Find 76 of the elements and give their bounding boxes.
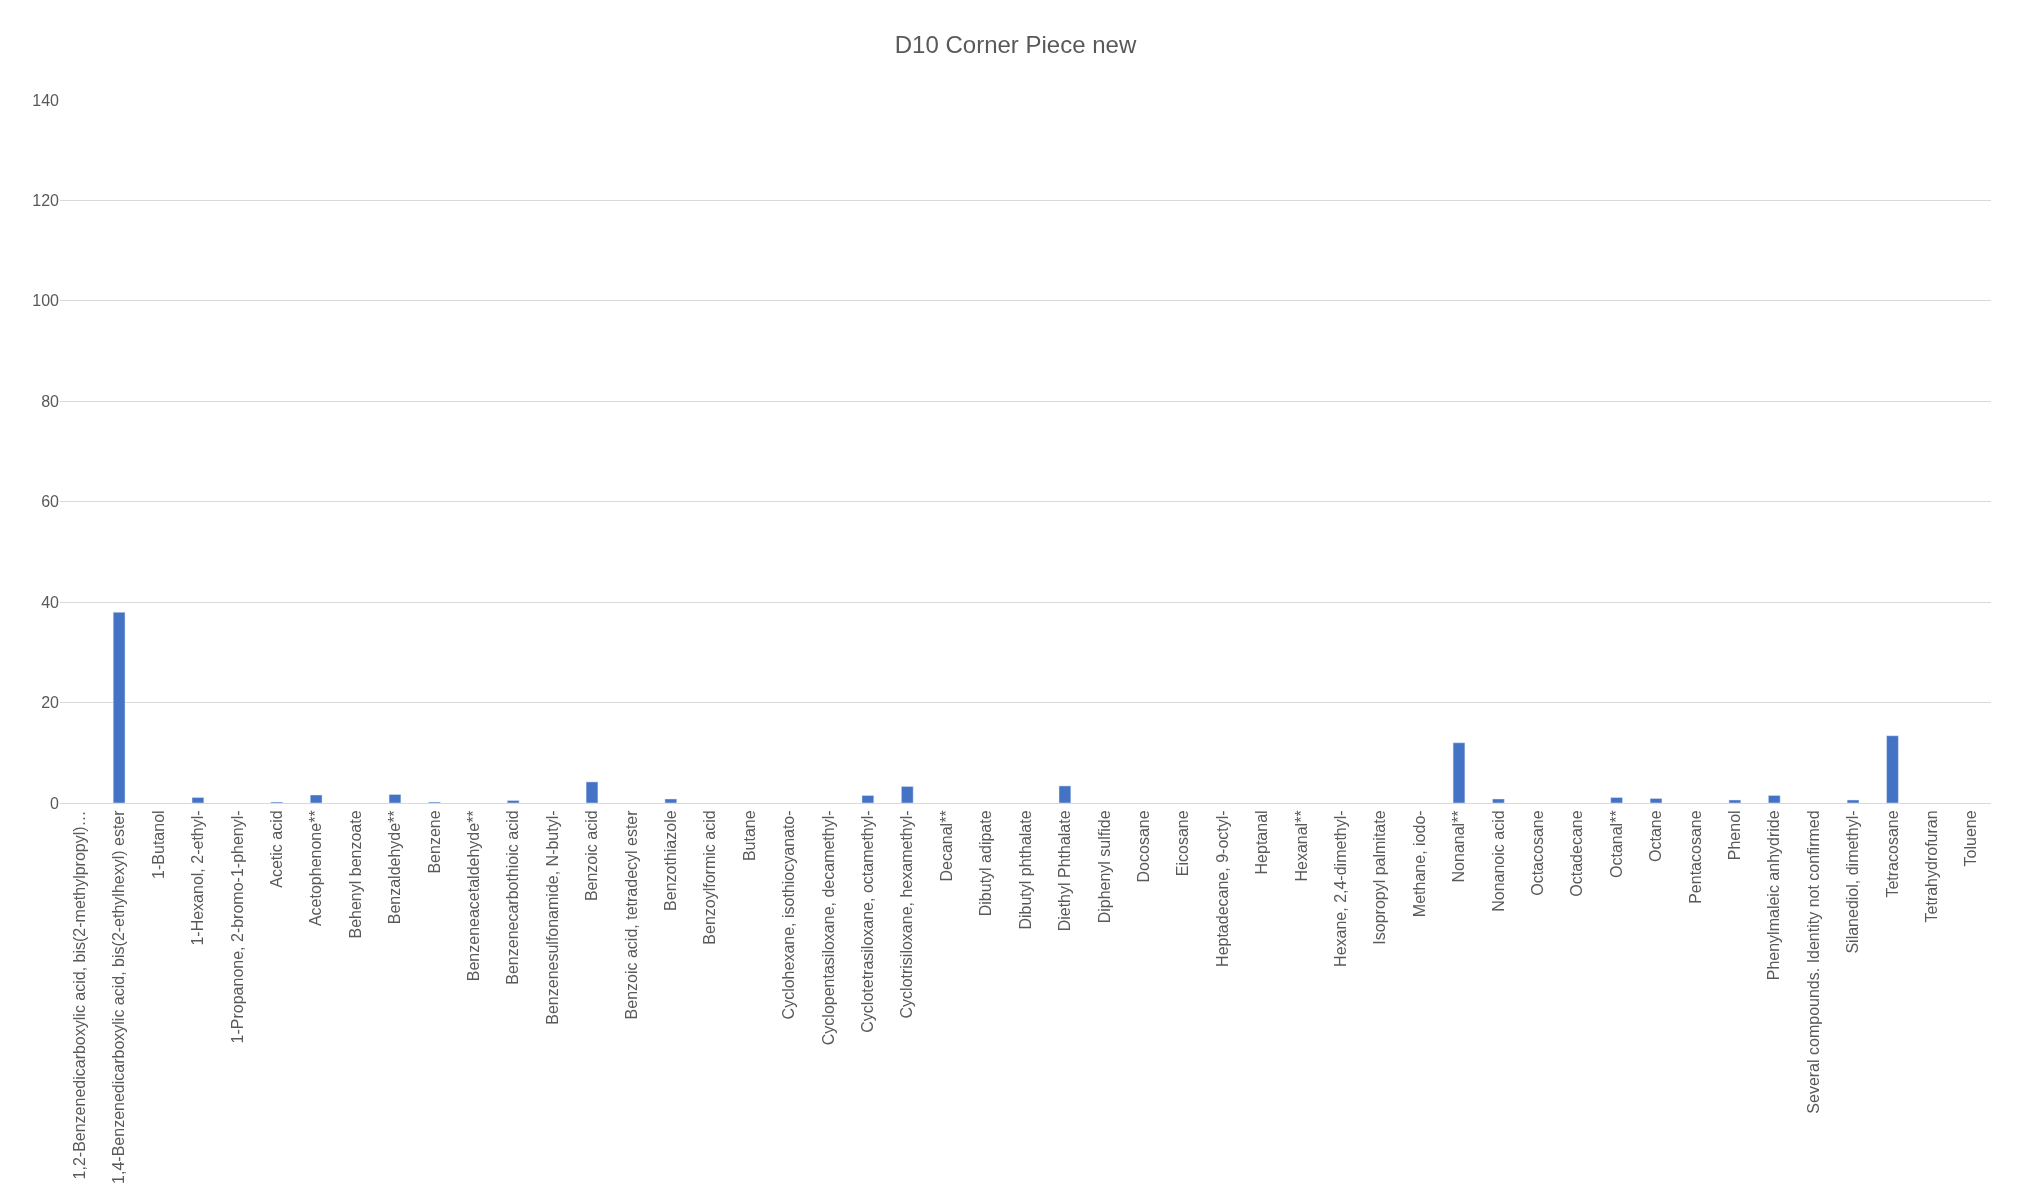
x-tick-label: Benzaldehyde** [386,810,404,925]
bar [1768,795,1781,803]
x-tick-label: 1-Hexanol, 2-ethyl- [189,810,207,946]
x-tick-label: Dibutyl adipate [977,810,995,917]
x-tick-label: Benzoylformic acid [701,810,719,945]
bar [1058,785,1072,803]
x-tick-label: Acetophenone** [307,810,325,927]
x-tick-label: 1,2-Benzenedicarboxylic acid, bis(2-methylpropyl)… [70,810,88,1180]
chart-title: D10 Corner Piece new [894,30,1137,58]
x-tick-label: Benzothiazole [662,810,680,911]
x-tick-label: Benzoic acid [583,810,601,902]
bar [901,786,914,803]
x-tick-label: Benzeneacetaldehyde** [464,810,482,982]
x-tick-label: Silanediol, dimethyl- [1844,810,1862,954]
bar [309,794,323,803]
bar [388,794,402,803]
x-tick-label: 1,4-Benzenedicarboxylic acid, bis(2-ethylhexyl) ester [110,809,128,1184]
x-tick-label: Docosane [1134,810,1152,883]
bar [1492,798,1505,803]
x-tick-label: Tetrahydrofuran [1923,810,1941,923]
x-tick-label: Behenyl benzoate [346,810,364,939]
y-tick-label: 40 [41,593,60,611]
x-tick-label: 1-Butanol [149,810,167,879]
x-tick-label: Diethyl Phthalate [1056,810,1074,932]
x-tick-label: Cyclopentasiloxane, decamethyl- [819,810,837,1046]
x-tick-label: Decanal** [937,810,955,882]
x-tick-label: Hexane, 2,4-dimethyl- [1331,810,1349,967]
x-tick-label: Acetic acid [267,810,285,888]
y-tick-label: 60 [41,493,60,511]
x-tick-label: Tetracosane [1883,810,1901,898]
x-tick-label: Octacosane [1529,810,1547,896]
x-tick-label: Diphenyl sulfide [1095,810,1113,924]
bar [664,798,677,803]
x-tick-label: Several compounds. Identity not confirmed [1804,810,1822,1114]
bar [861,795,875,803]
x-tick-label: Cyclohexane, isothiocyanato- [780,810,798,1020]
x-tick-label: Phenol [1726,810,1744,861]
y-tick-label: 0 [50,794,60,812]
bar [1452,742,1466,803]
bar [112,611,126,803]
bar [1649,798,1663,803]
x-tick-label: 1-Propanone, 2-bromo-1-phenyl- [228,810,246,1044]
x-tick-label: Benzenecarbothioic acid [504,810,522,985]
x-tick-label: Methane, iodo- [1410,810,1428,918]
bar [1886,735,1899,803]
x-tick-label: Cyclotrisiloxane, hexamethyl- [898,810,916,1019]
x-tick-label: Phenylmaleic anhydride [1765,810,1783,981]
x-tick-label: Nonanal** [1450,810,1468,883]
bar [1728,799,1742,803]
x-tick-label: Octanal** [1607,810,1625,878]
x-tick-label: Octane [1647,810,1665,862]
x-tick-label: Benzenesulfonamide, N-butyl- [543,810,561,1025]
y-tick-label: 100 [32,292,60,310]
x-tick-label: Nonanoic acid [1489,810,1507,912]
x-tick-label: Octadecane [1568,810,1586,897]
bar [585,781,599,803]
bar [507,800,520,803]
x-tick-label: Benzoic acid, tetradecyl ester [622,809,640,1020]
y-tick-label: 120 [32,192,60,210]
x-tick-label: Toluene [1962,810,1980,867]
x-tick-label: Hexanal** [1292,810,1310,882]
bar [1846,799,1860,803]
x-tick-label: Benzene [425,810,443,874]
y-tick-label: 80 [41,392,60,410]
x-tick-label: Cyclotetrasiloxane, octamethyl- [859,810,877,1033]
bar [191,797,205,803]
y-tick-label: 140 [32,91,60,109]
bar [1610,797,1623,803]
x-tick-label: Pentacosane [1686,810,1704,904]
x-tick-label: Heptadecane, 9-octyl- [1213,810,1231,967]
x-tick-label: Butane [740,810,758,862]
x-tick-label: Eicosane [1174,810,1192,877]
x-tick-label: Isopropyl palmitate [1371,810,1389,945]
y-tick-label: 20 [41,694,60,712]
x-tick-label: Heptanal [1253,810,1271,875]
x-tick-label: Dibutyl phthalate [1016,810,1034,930]
